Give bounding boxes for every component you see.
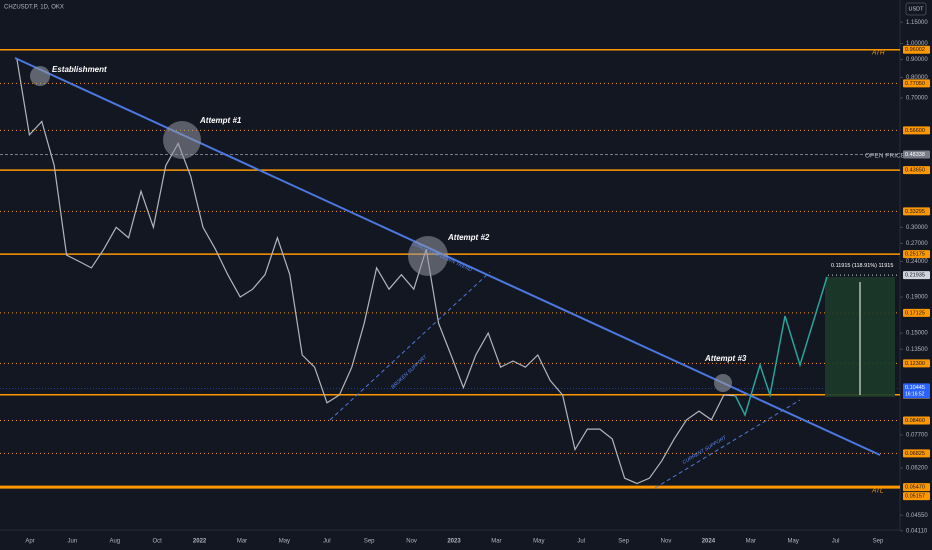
y-tick-label: 1.00000 <box>906 41 928 47</box>
projection <box>734 276 828 418</box>
position-label-bg <box>828 260 894 271</box>
y-tick-label: 0.27000 <box>906 241 928 247</box>
x-tick-label: Aug <box>109 539 120 545</box>
level-tag-label: 0.77050 <box>905 81 925 87</box>
level-tag <box>903 416 930 425</box>
x-tick-label: Sep <box>618 539 629 545</box>
y-tick-label: 0.90000 <box>906 57 928 63</box>
level-tag <box>903 449 930 458</box>
currency-box <box>905 2 927 16</box>
current-support <box>654 399 801 489</box>
price-series <box>16 59 737 485</box>
y-axis: 1.15000 1.00000 0.90000 0.80000 0.70000 0.300… <box>900 20 930 534</box>
open-price-label: OPEN PRICE <box>865 153 906 160</box>
price-line <box>16 59 737 485</box>
y-tick-label: 0.80000 <box>906 75 928 81</box>
attempt-circle <box>163 121 201 159</box>
x-tick-label: Jul <box>577 539 585 545</box>
y-tick-label: 0.06200 <box>906 466 928 472</box>
level-tag-label: 0.05470 <box>905 485 925 491</box>
position-label: 0.11915 (118.91%) 11915 <box>831 263 893 269</box>
annotation: Establishment <box>52 65 107 74</box>
attempt-circle <box>408 236 448 276</box>
x-tick-label: 2022 <box>193 539 207 545</box>
level-tag <box>903 308 930 317</box>
annotation: Attempt #2 <box>447 233 490 242</box>
level-tag-label: 0.48338 <box>905 152 925 158</box>
y-tick-label: 0.07700 <box>906 432 928 438</box>
attempt-circle <box>714 374 732 392</box>
level-tag <box>903 483 930 492</box>
level-tag <box>903 126 930 135</box>
y-tick-label: 0.04550 <box>906 513 928 519</box>
level-tag <box>903 150 930 159</box>
y-tick-label: 0.15000 <box>906 331 928 337</box>
level-tag-label: 0.33295 <box>905 209 925 215</box>
x-tick-label: 2023 <box>447 539 461 545</box>
x-tick-label: Oct <box>153 539 163 545</box>
x-tick-label: May <box>279 539 290 545</box>
level-tag <box>903 45 930 54</box>
level-tag <box>903 250 930 259</box>
y-tick-label: 0.30000 <box>906 225 928 231</box>
x-axis: Apr Jun Aug Oct 2022 Mar May Jul Sep Nov 2023 Mar Ma… <box>25 539 884 545</box>
x-tick-label: Sep <box>873 539 884 545</box>
x-tick-label: 2024 <box>702 539 716 545</box>
attempt-circle <box>30 66 50 86</box>
y-tick-label: 0.70000 <box>906 96 928 102</box>
level-tag <box>903 166 930 175</box>
annotation: Attempt #1 <box>199 116 242 125</box>
levels <box>0 49 900 489</box>
x-tick-label: Apr <box>25 539 34 545</box>
annotation: Attempt #3 <box>704 354 747 363</box>
x-tick-label: Jun <box>68 539 78 545</box>
level-tag <box>903 207 930 216</box>
last-price-label: 0.10445 <box>905 385 925 391</box>
y-tick-label: 0.19000 <box>906 295 928 301</box>
x-tick-label: Sep <box>364 539 375 545</box>
countdown: 16:16:52 <box>905 392 925 398</box>
ath-label: ATH <box>871 50 885 57</box>
atl-label: ATL <box>871 488 884 495</box>
level-tag <box>903 271 930 280</box>
level-tag-label: 0.08460 <box>905 418 925 424</box>
level-tag <box>903 492 930 501</box>
level-tag-label: 0.25175 <box>905 252 925 258</box>
last-price-tag <box>903 383 930 399</box>
y-tick-label: 0.04110 <box>906 528 928 534</box>
level-tag <box>903 79 930 88</box>
level-tag-label: 0.21935 <box>905 273 925 279</box>
x-tick-label: Nov <box>406 539 417 545</box>
y-tick-label: 0.13500 <box>906 347 928 353</box>
x-tick-label: Jul <box>323 539 331 545</box>
symbol: CHZUSDT.P, 1D, OKX <box>4 5 64 11</box>
x-tick-label: May <box>533 539 544 545</box>
currency: USDT <box>909 6 925 12</box>
level-tag <box>903 359 930 368</box>
broken-support <box>329 271 491 421</box>
level-tag-label: 0.06825 <box>905 451 925 457</box>
level-tag-label: 0.96002 <box>905 47 925 53</box>
level-tag-label: 0.56600 <box>905 128 925 134</box>
x-tick-label: Mar <box>237 539 247 545</box>
x-tick-label: Nov <box>661 539 672 545</box>
x-tick-label: May <box>788 539 799 545</box>
y-tick-label: 1.15000 <box>906 20 928 26</box>
level-tag-label: 0.17125 <box>905 310 925 316</box>
x-tick-label: Mar <box>491 539 501 545</box>
x-tick-label: Jul <box>832 539 840 545</box>
level-tag-label: 0.43650 <box>905 168 925 174</box>
y-tick-label: 0.24000 <box>906 259 928 265</box>
level-tag-label: 0.12300 <box>905 361 925 367</box>
level-tag-label: 0.05157 <box>905 494 925 500</box>
x-tick-label: Mar <box>746 539 756 545</box>
